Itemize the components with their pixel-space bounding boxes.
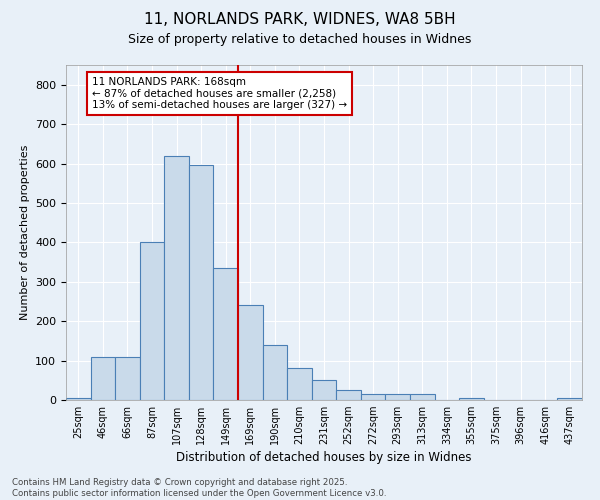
Bar (557, 398, 582, 400)
Bar (115, 356, 140, 400)
Text: Contains HM Land Registry data © Crown copyright and database right 2025.
Contai: Contains HM Land Registry data © Crown c… (12, 478, 386, 498)
Bar (361, 394, 385, 400)
Bar (312, 380, 336, 400)
Bar (214, 268, 238, 400)
Bar (164, 156, 189, 400)
Bar (459, 398, 484, 400)
Text: 11, NORLANDS PARK, WIDNES, WA8 5BH: 11, NORLANDS PARK, WIDNES, WA8 5BH (144, 12, 456, 28)
X-axis label: Distribution of detached houses by size in Widnes: Distribution of detached houses by size … (176, 452, 472, 464)
Bar (140, 242, 164, 400)
Bar (189, 166, 214, 400)
Text: 11 NORLANDS PARK: 168sqm
← 87% of detached houses are smaller (2,258)
13% of sem: 11 NORLANDS PARK: 168sqm ← 87% of detach… (92, 77, 347, 110)
Text: Size of property relative to detached houses in Widnes: Size of property relative to detached ho… (128, 32, 472, 46)
Bar (238, 306, 263, 400)
Bar (66, 398, 91, 400)
Y-axis label: Number of detached properties: Number of detached properties (20, 145, 29, 320)
Bar (385, 394, 410, 400)
Bar (336, 390, 361, 400)
Bar (91, 356, 115, 400)
Bar (410, 394, 434, 400)
Bar (263, 345, 287, 400)
Bar (287, 368, 312, 400)
